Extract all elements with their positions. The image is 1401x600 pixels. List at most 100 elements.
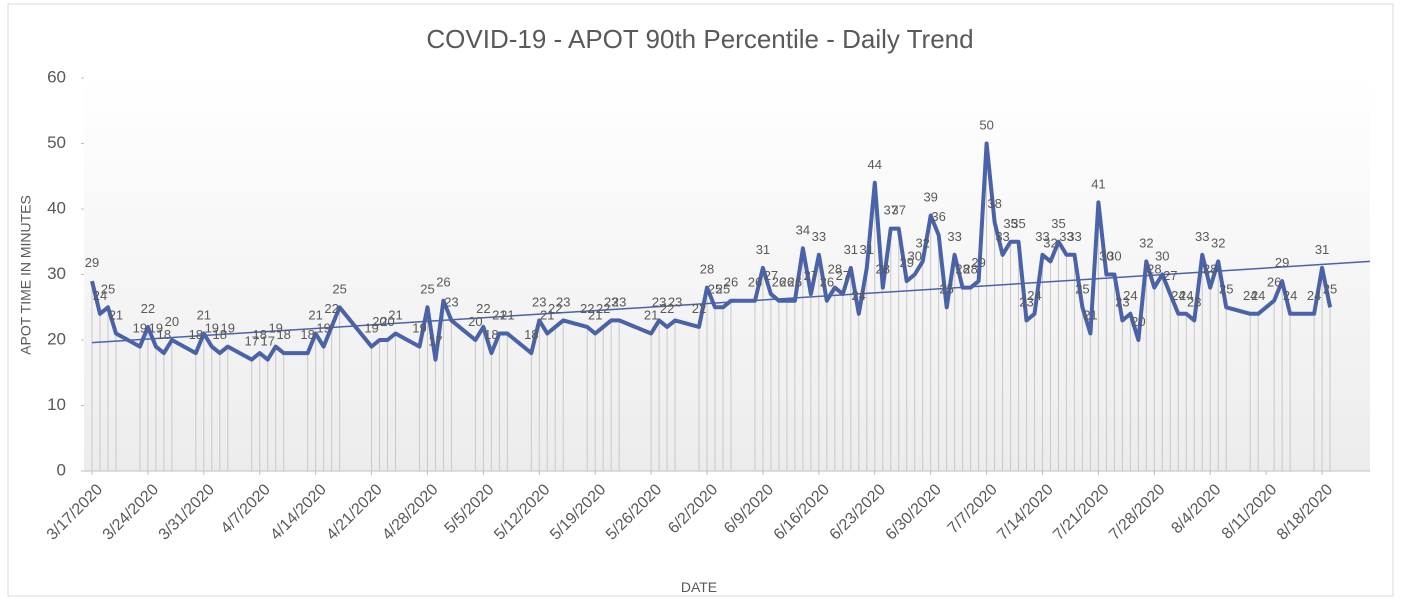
data-label: 23	[1115, 294, 1129, 309]
series-line	[90, 141, 1333, 362]
y-tick-label: 10	[47, 395, 66, 414]
data-label: 18	[276, 327, 290, 342]
y-tick-label: 50	[47, 133, 66, 152]
data-label: 33	[1035, 229, 1049, 244]
data-label: 26	[772, 275, 786, 290]
data-label: 24	[1243, 288, 1257, 303]
data-label: 24	[852, 288, 866, 303]
data-label: 19	[205, 321, 219, 336]
data-label: 30	[907, 249, 921, 264]
data-label: 23	[532, 294, 546, 309]
data-label: 21	[197, 307, 211, 322]
data-label: 23	[1019, 294, 1033, 309]
data-label: 26	[788, 275, 802, 290]
data-label: 22	[580, 301, 594, 316]
data-label: 17	[260, 334, 274, 349]
data-label: 21	[644, 307, 658, 322]
data-label: 22	[596, 301, 610, 316]
data-label: 23	[652, 294, 666, 309]
data-label: 21	[500, 307, 514, 322]
data-label: 19	[316, 321, 330, 336]
data-label: 32	[1043, 235, 1057, 250]
data-label: 21	[492, 307, 506, 322]
data-label: 28	[1147, 262, 1161, 277]
data-label: 25	[101, 281, 115, 296]
data-label: 18	[300, 327, 314, 342]
data-label: 24	[1307, 288, 1321, 303]
data-label: 21	[109, 307, 123, 322]
data-label: 25	[1219, 281, 1233, 296]
data-label: 30	[1107, 249, 1121, 264]
data-label: 22	[476, 301, 490, 316]
data-label: 33	[995, 229, 1009, 244]
data-label: 37	[884, 203, 898, 218]
data-label: 32	[1211, 235, 1225, 250]
data-label: 27	[836, 268, 850, 283]
data-label: 21	[1083, 307, 1097, 322]
data-label: 24	[93, 288, 107, 303]
data-label: 39	[923, 190, 937, 205]
data-label: 21	[308, 307, 322, 322]
data-label: 37	[891, 203, 905, 218]
data-label: 23	[612, 294, 626, 309]
data-label: 26	[748, 275, 762, 290]
y-tick-label: 20	[47, 329, 66, 348]
data-label: 22	[660, 301, 674, 316]
data-label: 19	[221, 321, 235, 336]
data-label: 20	[165, 314, 179, 329]
data-label: 31	[1315, 242, 1329, 257]
data-label: 20	[380, 314, 394, 329]
data-label: 19	[133, 321, 147, 336]
data-label: 33	[812, 229, 826, 244]
data-label: 29	[971, 255, 985, 270]
data-label: 24	[1283, 288, 1297, 303]
data-label: 38	[987, 196, 1001, 211]
data-label: 24	[1171, 288, 1185, 303]
data-label: 26	[820, 275, 834, 290]
data-label: 22	[548, 301, 562, 316]
data-label: 27	[804, 268, 818, 283]
data-label: 29	[899, 255, 913, 270]
data-label: 20	[468, 314, 482, 329]
data-label: 33	[1195, 229, 1209, 244]
y-tick-label: 30	[47, 264, 66, 283]
data-label: 22	[141, 301, 155, 316]
data-label: 33	[1059, 229, 1073, 244]
data-label: 24	[1123, 288, 1137, 303]
data-label: 33	[1067, 229, 1081, 244]
data-label: 19	[412, 321, 426, 336]
data-label: 18	[189, 327, 203, 342]
data-label: 22	[692, 301, 706, 316]
data-label: 28	[876, 262, 890, 277]
data-label: 35	[1011, 216, 1025, 231]
data-label: 18	[524, 327, 538, 342]
data-label: 33	[947, 229, 961, 244]
data-label: 32	[1139, 235, 1153, 250]
data-label: 26	[780, 275, 794, 290]
data-label: 23	[668, 294, 682, 309]
y-tick-label: 40	[47, 198, 66, 217]
data-label: 28	[700, 262, 714, 277]
data-label: 29	[85, 255, 99, 270]
data-label: 34	[796, 222, 810, 237]
data-label: 27	[764, 268, 778, 283]
data-label: 36	[931, 209, 945, 224]
data-label: 28	[828, 262, 842, 277]
data-label: 24	[1251, 288, 1265, 303]
data-label: 19	[268, 321, 282, 336]
y-tick-label: 0	[57, 460, 66, 479]
data-label: 24	[1179, 288, 1193, 303]
data-label: 41	[1091, 176, 1105, 191]
data-label: 30	[1099, 249, 1113, 264]
data-label: 28	[1203, 262, 1217, 277]
data-label: 21	[540, 307, 554, 322]
data-label: 35	[1003, 216, 1017, 231]
data-label: 23	[556, 294, 570, 309]
data-label: 21	[388, 307, 402, 322]
data-label: 19	[149, 321, 163, 336]
data-label: 26	[724, 275, 738, 290]
data-label: 28	[963, 262, 977, 277]
data-label: 25	[1323, 281, 1337, 296]
data-label: 19	[364, 321, 378, 336]
data-label: 20	[372, 314, 386, 329]
